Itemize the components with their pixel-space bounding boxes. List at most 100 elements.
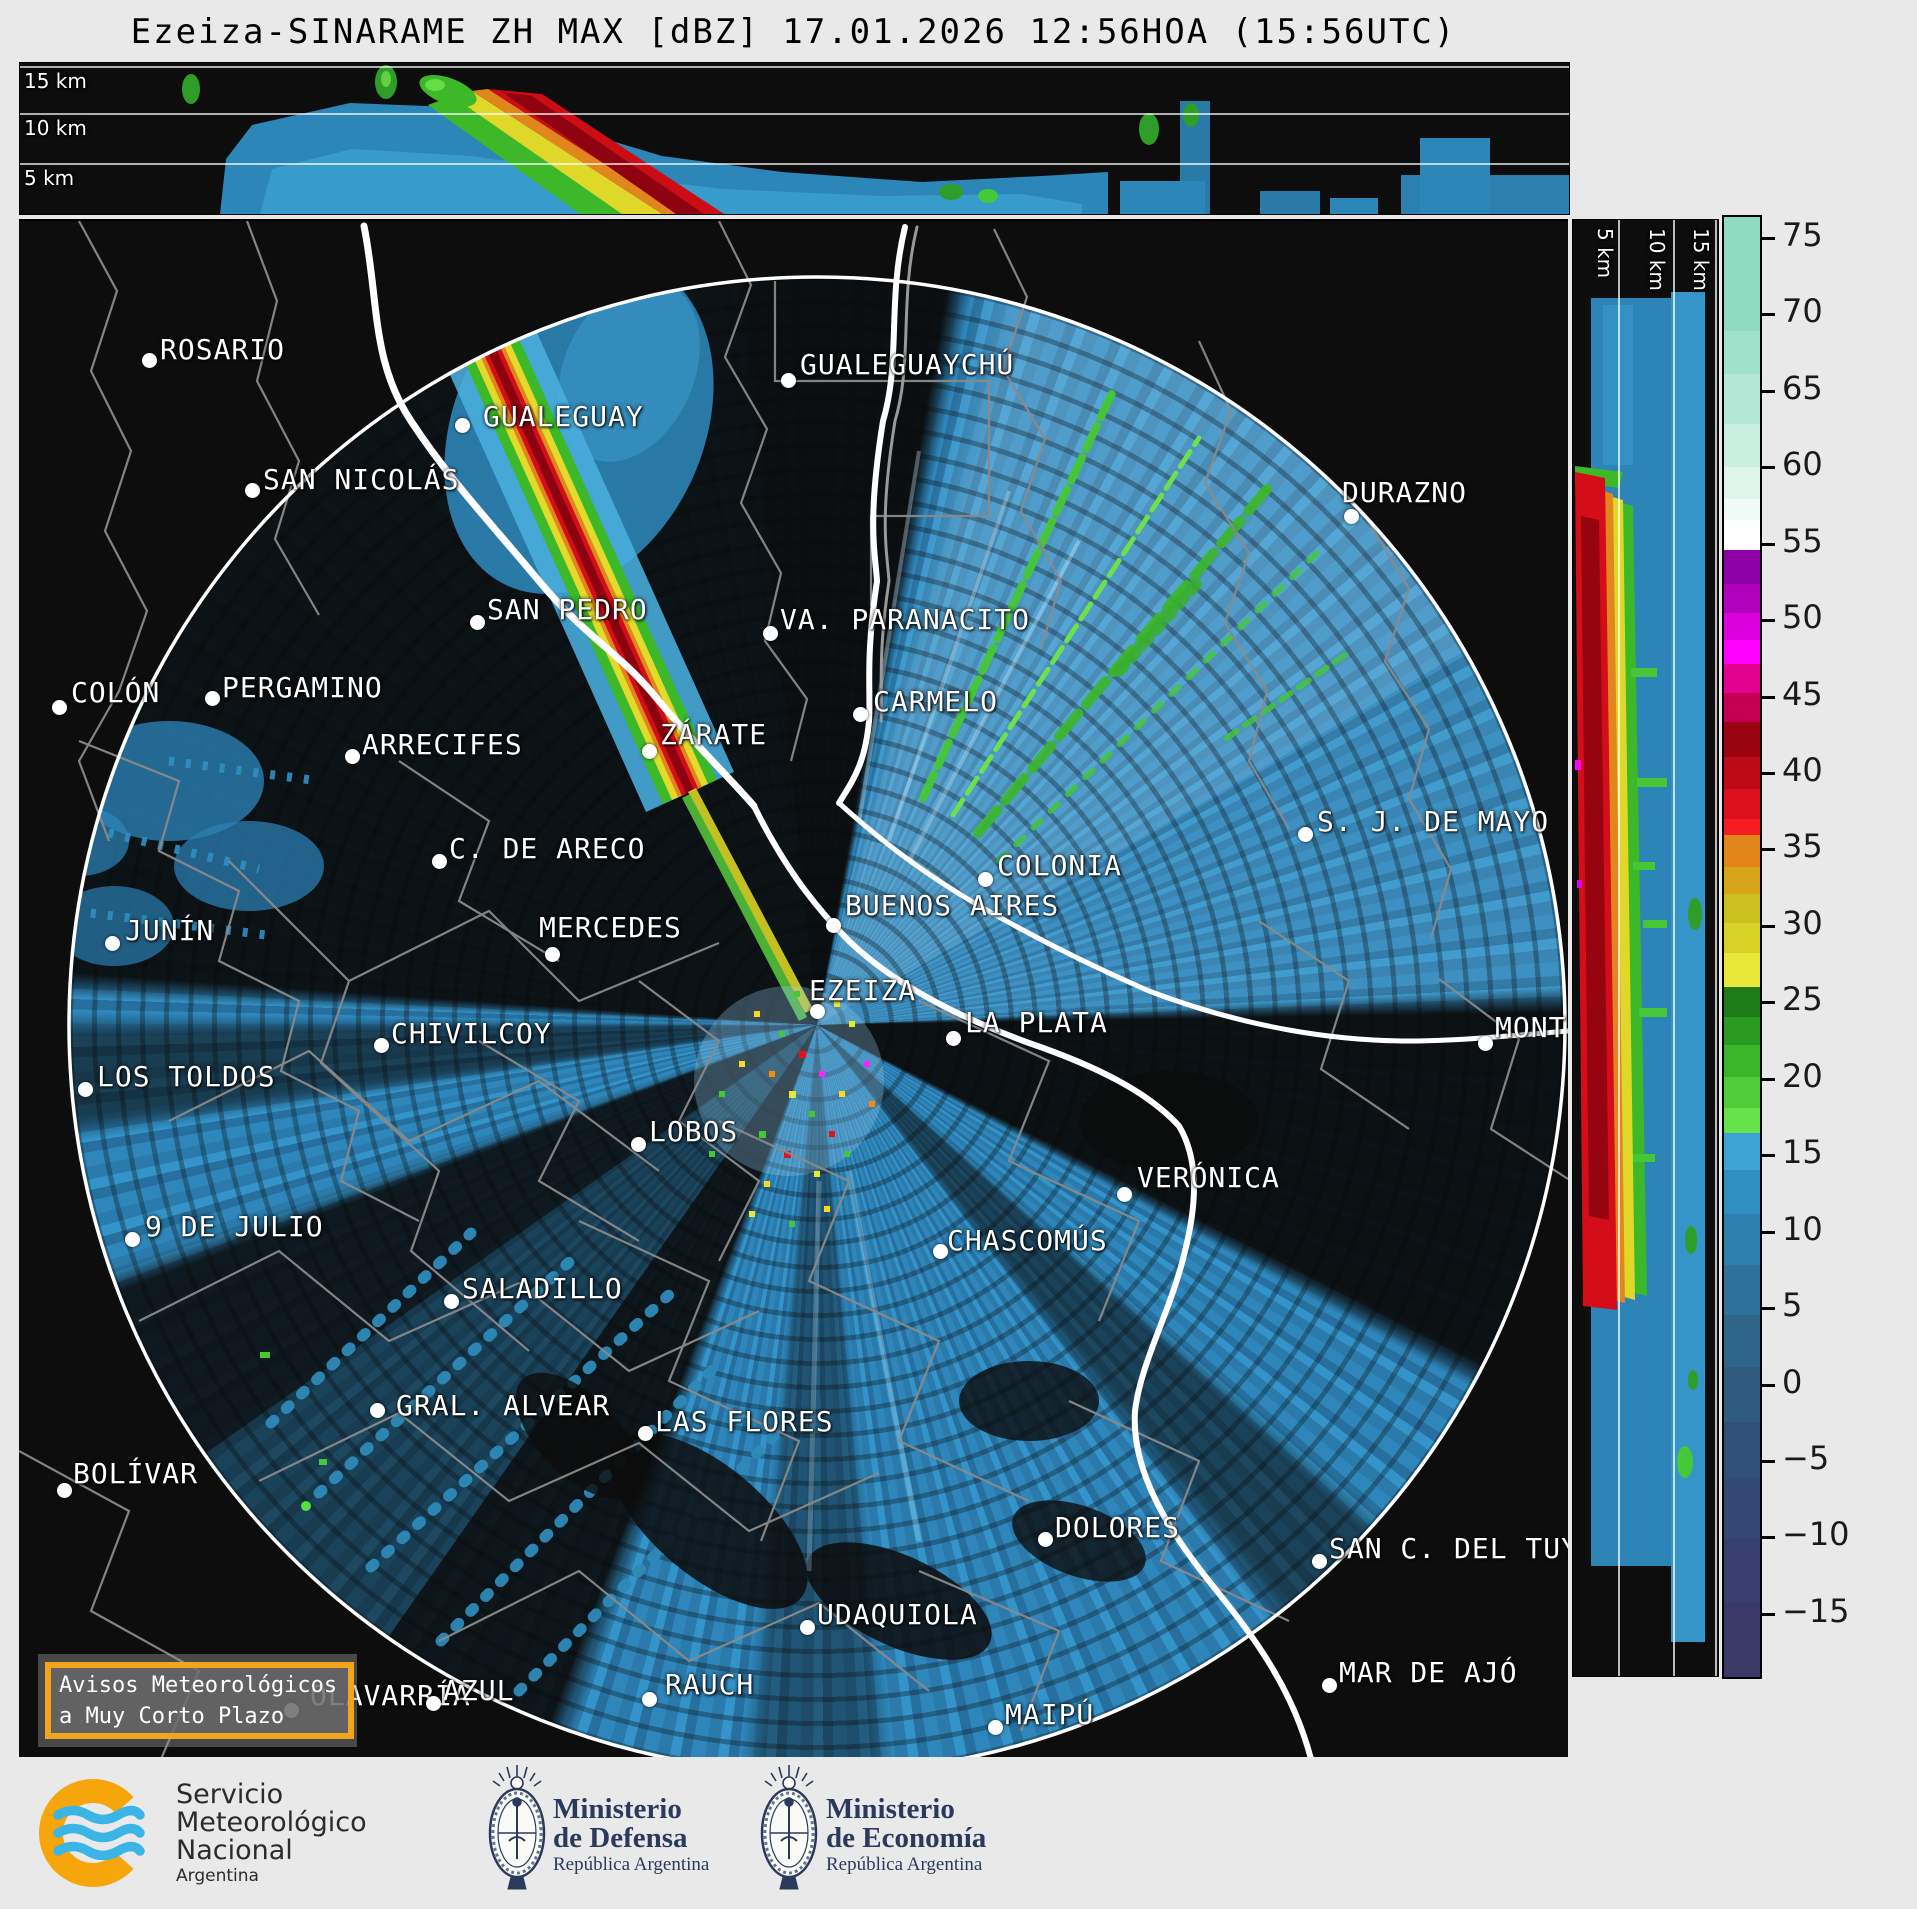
range-circle — [67, 275, 1567, 1759]
city-label: COLONIA — [997, 849, 1123, 882]
city-label: CHASCOMÚS — [947, 1224, 1108, 1257]
colorbar-tick — [1762, 542, 1775, 546]
city-label: PERGAMINO — [222, 671, 383, 704]
smn-logo-text: Servicio Meteorológico Nacional Argentin… — [176, 1781, 367, 1887]
city-dot — [545, 947, 560, 962]
defensa-line: República Argentina — [553, 1854, 710, 1875]
city-label: LAS FLORES — [655, 1405, 834, 1438]
city-dot — [826, 918, 841, 933]
rivers — [360, 222, 1568, 1759]
smn-line: Servicio — [176, 1779, 284, 1810]
province-borders — [19, 221, 1568, 1759]
ministerio-economia-text: Ministerio de Economía República Argenti… — [826, 1795, 986, 1877]
smn-logo-icon — [39, 1779, 147, 1887]
city-dot — [781, 373, 796, 388]
warning-line-1: Avisos Meteorológicos — [59, 1673, 338, 1698]
city-dot — [1117, 1187, 1132, 1202]
city-layer: ROSARIO GUALEGUAYCHÚ GUALEGUAY SAN NICOLÁS D… — [19, 221, 1568, 1759]
city-label: MAR DE AJÓ — [1339, 1656, 1518, 1689]
colorbar-segment — [1724, 550, 1760, 585]
city-dot — [1344, 509, 1359, 524]
colorbar-segment — [1724, 584, 1760, 614]
colorbar-tick-label: 15 — [1782, 1133, 1823, 1172]
colorbar-segment — [1724, 894, 1760, 923]
right-cross-section-echoes — [1573, 220, 1717, 1676]
colorbar-segment — [1724, 1132, 1760, 1170]
distance-gridlines — [1618, 220, 1717, 1676]
colorbar-segment — [1724, 867, 1760, 895]
colorbar-segment — [1724, 952, 1760, 987]
city-dot — [1298, 827, 1313, 842]
colorbar-segment — [1724, 789, 1760, 820]
colorbar-tick-label: 10 — [1782, 1209, 1823, 1248]
colorbar-segment — [1724, 1537, 1760, 1603]
city-dot — [455, 418, 470, 433]
city-label: MAIPÚ — [1005, 1698, 1095, 1731]
colorbar-segment — [1724, 498, 1760, 521]
city-label: SAN PEDRO — [487, 593, 648, 626]
warning-line-2: a Muy Corto Plazo — [59, 1704, 285, 1729]
city-dot — [444, 1294, 459, 1309]
city-dot — [763, 626, 778, 641]
colorbar-tick-label: 55 — [1782, 521, 1823, 560]
distance-label-15km: 15 km — [1689, 228, 1713, 291]
colorbar-segment — [1724, 331, 1760, 374]
altitude-label-15km: 15 km — [24, 69, 87, 93]
city-dot — [810, 1004, 825, 1019]
footer-logos-art — [39, 1763, 818, 1891]
city-label: EZEIZA — [809, 974, 917, 1007]
city-label: ZÁRATE — [660, 718, 768, 751]
colorbar-tick-label: 50 — [1782, 598, 1823, 637]
colorbar-tick — [1762, 1154, 1775, 1158]
colorbar-tick-label: −15 — [1782, 1591, 1850, 1630]
colorbar-tick — [1762, 848, 1775, 852]
altitude-label-10km: 10 km — [24, 116, 87, 140]
green-echo-rays — [919, 387, 1352, 864]
colorbar-tick-label: 0 — [1782, 1362, 1803, 1401]
colorbar-segment — [1724, 1016, 1760, 1046]
colorbar-segment — [1724, 217, 1760, 332]
warning-box-frame: Avisos Meteorológicos a Muy Corto Plazo — [38, 1654, 357, 1747]
city-dot — [57, 1483, 72, 1498]
city-dot — [1322, 1678, 1337, 1693]
colorbar-segment — [1724, 1479, 1760, 1538]
colorbar-segment — [1724, 466, 1760, 499]
city-label: VA. PARANACITO — [780, 603, 1031, 636]
city-label: COLÓN — [71, 676, 161, 709]
colorbar-segment — [1724, 1045, 1760, 1077]
city-label: LA PLATA — [965, 1006, 1108, 1039]
city-dot — [988, 1720, 1003, 1735]
city-label: GUALEGUAYCHÚ — [800, 348, 1015, 381]
economia-line: de Economía — [826, 1822, 987, 1854]
colorbar-tick — [1762, 924, 1775, 928]
footer: Servicio Meteorológico Nacional Argentin… — [0, 1757, 1917, 1909]
city-label: SALADILLO — [462, 1272, 623, 1305]
distance-label-10km: 10 km — [1645, 228, 1669, 291]
map-overlay-art — [19, 221, 1568, 1759]
colorbar-segment — [1724, 1169, 1760, 1214]
city-dot — [426, 1696, 441, 1711]
colorbar: 75 70 65 60 55 50 45 40 35 30 25 20 15 10 5 0 −5 −10 −15 — [1722, 215, 1912, 1679]
city-dot — [105, 936, 120, 951]
colorbar-segment — [1724, 373, 1760, 424]
colorbar-segment — [1724, 1213, 1760, 1266]
colorbar-tick — [1762, 1536, 1775, 1540]
colorbar-tick — [1762, 1077, 1775, 1081]
colorbar-tick-label: 65 — [1782, 368, 1823, 407]
colorbar-tick — [1762, 389, 1775, 393]
colorbar-tick-label: 75 — [1782, 215, 1823, 254]
distance-label-5km: 5 km — [1593, 228, 1617, 279]
defensa-line: Ministerio — [553, 1793, 682, 1825]
colorbar-segment — [1724, 1076, 1760, 1109]
city-label: DURAZNO — [1342, 476, 1468, 509]
city-label: SAN NICOLÁS — [263, 463, 460, 496]
city-label: GRAL. ALVEAR — [396, 1389, 611, 1422]
city-label: RAUCH — [665, 1668, 755, 1701]
colorbar-segment — [1724, 1265, 1760, 1316]
city-label: C. DE ARECO — [449, 832, 646, 865]
defensa-line: de Defensa — [553, 1822, 688, 1854]
colorbar-segment — [1724, 1315, 1760, 1367]
colorbar-tick — [1762, 236, 1775, 240]
colorbar-segment — [1724, 613, 1760, 641]
city-label: BUENOS AIRES — [845, 889, 1060, 922]
